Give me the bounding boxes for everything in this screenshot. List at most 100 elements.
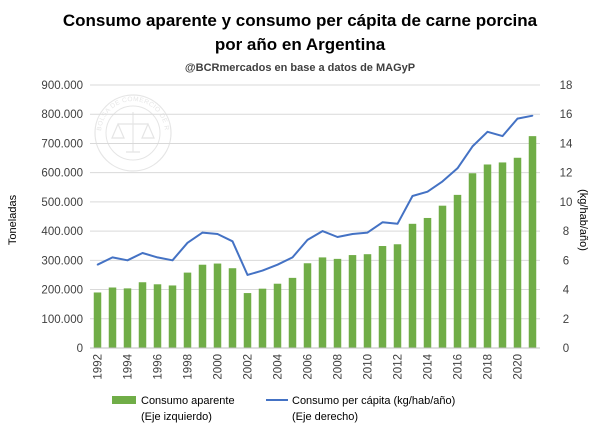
line-point: [186, 242, 189, 244]
axis-layer: 0 100.000 200.000 300.000 400.000 500.000 600.…: [41, 80, 573, 380]
y-tick-label-left: 500.000: [41, 197, 83, 209]
x-tick-label: 2000: [213, 354, 225, 380]
y-tick-label-left: 300.000: [41, 255, 83, 267]
line-point: [336, 236, 339, 238]
line-point: [291, 256, 294, 259]
line-point: [261, 269, 264, 272]
legend: Consumo aparente (Eje izquierdo) Consumo…: [112, 395, 455, 423]
x-tick-label: 1992: [93, 354, 105, 380]
line-point: [471, 145, 474, 148]
bar: [378, 246, 387, 348]
watermark-inner-ring: [105, 105, 161, 161]
bar: [483, 164, 492, 348]
bar: [453, 194, 462, 348]
chart-subtitle: @BCRmercados en base a datos de MAGyP: [185, 62, 415, 74]
bar: [513, 157, 522, 348]
line-layer: [96, 114, 534, 276]
y-tick-label-right: 14: [560, 138, 573, 150]
line-point: [171, 259, 174, 262]
y-tick-label-right: 4: [563, 285, 570, 297]
line-point: [216, 233, 219, 235]
bar: [108, 287, 117, 348]
line-point: [516, 117, 519, 120]
y-tick-label-left: 400.000: [41, 226, 83, 238]
line-point: [126, 259, 129, 262]
y-tick-label-left: 200.000: [41, 285, 83, 297]
x-tick-label: 2014: [423, 353, 435, 379]
bar: [153, 284, 162, 348]
bar: [258, 288, 267, 348]
y-tick-label-right: 2: [563, 314, 569, 326]
line-point: [351, 233, 354, 235]
bar: [303, 263, 312, 348]
y-tick-label-left: 600.000: [41, 168, 83, 180]
y-tick-label-right: 18: [560, 80, 573, 92]
line-point: [111, 256, 114, 259]
line-point: [366, 231, 369, 234]
legend-bar-swatch: [112, 396, 136, 404]
line-point: [141, 252, 144, 254]
line-point: [306, 239, 309, 241]
x-tick-label: 2002: [243, 354, 255, 380]
line-point: [381, 221, 384, 224]
bar: [93, 292, 102, 348]
y-tick-label-right: 8: [563, 226, 569, 238]
line-point: [276, 263, 279, 266]
line-point: [486, 130, 489, 133]
line-point: [426, 190, 429, 193]
legend-bar-label: Consumo aparente: [141, 395, 235, 407]
bar: [318, 257, 327, 348]
y-axis-left-label: Toneladas: [7, 194, 19, 245]
legend-line-sublabel: (Eje derecho): [292, 411, 358, 423]
series-line-per-capita: [97, 114, 533, 276]
line-point: [396, 223, 399, 225]
bar: [468, 173, 477, 348]
bars-layer: [93, 136, 537, 348]
x-tick-label: 1994: [123, 353, 135, 379]
line-point: [531, 114, 534, 117]
line-point: [456, 167, 459, 170]
bar: [243, 293, 252, 348]
bar: [333, 258, 342, 348]
chart-title: Consumo aparente y consumo per cápita de…: [63, 11, 538, 30]
bar: [363, 254, 372, 348]
y-tick-label-left: 800.000: [41, 109, 83, 121]
x-tick-label: 2006: [303, 354, 315, 380]
x-tick-label: 1998: [183, 354, 195, 380]
legend-line-label: Consumo per cápita (kg/hab/año): [292, 395, 455, 407]
y-tick-label-right: 16: [560, 109, 573, 121]
x-tick-label: 2008: [333, 354, 345, 380]
y-tick-label-left: 900.000: [41, 80, 83, 92]
bar: [138, 282, 147, 348]
bar: [213, 263, 222, 348]
line-point: [441, 180, 444, 183]
y-tick-label-right: 10: [560, 197, 573, 209]
line-point: [321, 230, 324, 232]
x-tick-label: 2004: [273, 353, 285, 379]
line-point: [156, 256, 159, 259]
x-tick-label: 2018: [483, 354, 495, 380]
y-axis-right-label: (kg/hab/año): [577, 189, 589, 251]
bar: [498, 162, 507, 348]
bar: [423, 217, 432, 348]
y-tick-label-right: 6: [563, 255, 569, 267]
bar: [228, 268, 237, 348]
line-point: [96, 263, 99, 266]
line-point: [501, 135, 504, 137]
watermark-scales-icon: [111, 112, 155, 153]
grid-layer: [90, 84, 540, 349]
bar: [183, 272, 192, 348]
x-tick-label: 2016: [453, 354, 465, 380]
y-tick-label-left: 0: [77, 343, 83, 355]
x-tick-label: 2020: [513, 354, 525, 380]
y-tick-label-left: 700.000: [41, 138, 83, 150]
x-tick-label: 1996: [153, 354, 165, 380]
bar: [393, 244, 402, 348]
line-point: [246, 274, 249, 276]
x-tick-label: 2010: [363, 354, 375, 380]
bar: [438, 205, 447, 348]
line-point: [201, 231, 204, 234]
legend-bar-sublabel: (Eje izquierdo): [141, 411, 212, 423]
